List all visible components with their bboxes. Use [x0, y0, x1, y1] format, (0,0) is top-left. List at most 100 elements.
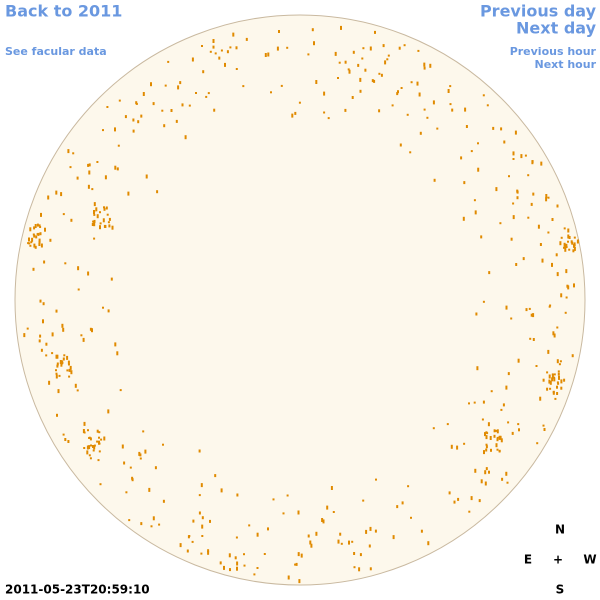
facula — [480, 479, 483, 484]
facula — [55, 374, 58, 379]
facula — [69, 365, 72, 370]
facula — [551, 373, 554, 376]
facula — [32, 267, 35, 271]
facula — [485, 467, 488, 471]
facula — [51, 352, 54, 355]
facula — [61, 323, 64, 328]
facula — [563, 242, 566, 247]
facula — [263, 553, 266, 555]
facula — [40, 212, 42, 217]
facula — [530, 313, 533, 317]
facula — [68, 363, 70, 366]
facula — [384, 60, 387, 65]
facular-link[interactable]: See facular data — [5, 45, 107, 58]
facula — [82, 429, 85, 433]
facula — [396, 92, 399, 96]
facula — [419, 131, 422, 135]
facula — [38, 240, 41, 244]
facula — [539, 396, 542, 401]
facula — [348, 69, 351, 74]
facula — [453, 500, 456, 504]
facula — [508, 175, 510, 178]
facula — [339, 532, 342, 536]
facula — [554, 397, 557, 400]
facula — [556, 272, 559, 277]
facula — [310, 543, 313, 548]
previous-day-link[interactable]: Previous day — [480, 2, 597, 21]
facula — [410, 81, 413, 84]
facula — [253, 573, 256, 576]
facula — [198, 449, 201, 453]
facula — [99, 225, 101, 230]
facula — [164, 84, 167, 87]
facula — [380, 73, 383, 77]
compass-north: N — [555, 523, 565, 537]
facula — [226, 50, 229, 54]
facula — [499, 222, 502, 225]
facula — [55, 309, 58, 313]
facula — [48, 380, 51, 385]
facula — [66, 369, 69, 372]
facula — [361, 57, 364, 60]
facula — [307, 534, 310, 538]
facula — [220, 49, 223, 52]
facula — [517, 358, 520, 363]
facula — [45, 354, 48, 357]
facula — [386, 58, 389, 61]
back-link[interactable]: Back to 2011 — [5, 2, 122, 21]
facula — [516, 196, 519, 200]
facula — [235, 536, 238, 539]
facula — [482, 300, 485, 303]
facula — [462, 216, 465, 221]
previous-hour-link[interactable]: Previous hour — [510, 45, 597, 58]
facula — [148, 487, 151, 492]
facula — [300, 553, 303, 558]
facula — [322, 519, 325, 524]
facula — [219, 561, 222, 565]
facula — [93, 237, 96, 240]
facula — [560, 293, 563, 298]
facula — [33, 234, 36, 238]
facula — [552, 331, 555, 336]
facula — [124, 115, 127, 119]
facula — [475, 312, 478, 316]
facula — [236, 493, 239, 497]
facula — [391, 104, 394, 107]
compass-east: E — [524, 553, 532, 567]
next-hour-link[interactable]: Next hour — [535, 58, 597, 71]
facula — [34, 245, 37, 249]
facula — [572, 249, 575, 253]
facula — [549, 380, 552, 385]
facula — [39, 299, 42, 303]
facula — [59, 360, 62, 364]
facula — [397, 90, 399, 94]
facula — [449, 103, 452, 106]
facula — [375, 478, 377, 481]
facula — [38, 339, 41, 343]
facula — [340, 542, 343, 545]
facula — [477, 167, 480, 172]
facula — [571, 354, 574, 358]
facula — [503, 140, 506, 144]
facula — [420, 529, 423, 533]
facula — [542, 424, 545, 427]
facula — [87, 429, 89, 432]
facula — [55, 190, 58, 195]
facula — [556, 326, 559, 329]
facula — [552, 391, 555, 394]
facula — [530, 202, 533, 206]
facula — [68, 368, 71, 372]
facula — [549, 304, 552, 307]
facula — [229, 568, 231, 572]
facula — [63, 354, 66, 357]
next-day-link[interactable]: Next day — [516, 19, 597, 38]
facula — [152, 516, 155, 521]
facula — [371, 79, 374, 83]
facula — [207, 92, 210, 95]
facula — [123, 461, 126, 465]
facula — [88, 170, 91, 175]
facula — [132, 118, 135, 122]
facula — [64, 438, 67, 441]
facula — [163, 124, 166, 128]
facula — [93, 444, 96, 447]
